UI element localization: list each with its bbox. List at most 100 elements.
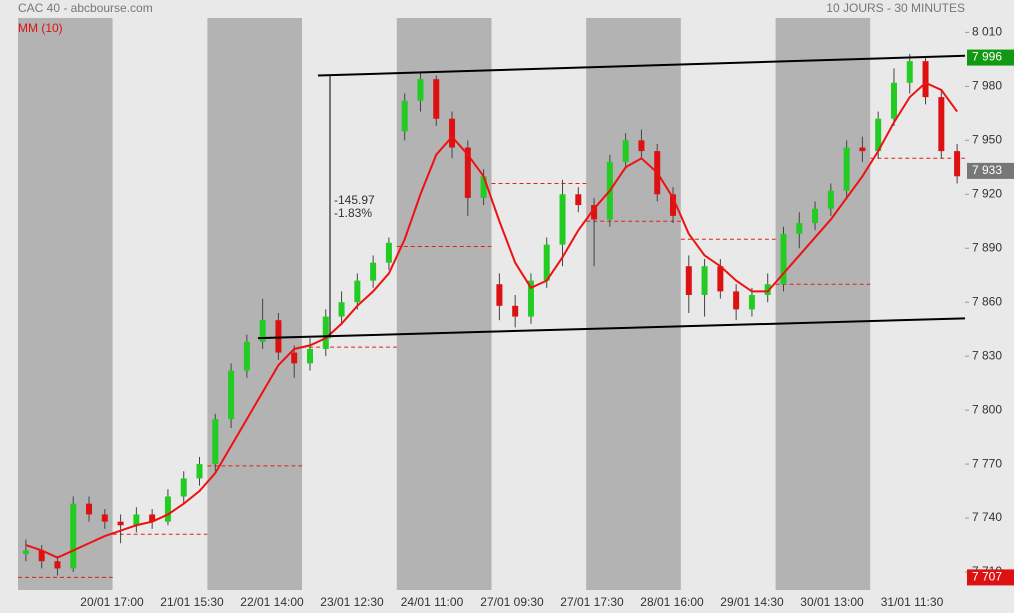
candle-body (370, 262, 377, 281)
x-tick-label: 20/01 17:00 (80, 595, 144, 609)
price-label-box (967, 569, 1014, 586)
price-label: 7 996 (972, 50, 1002, 64)
candle-body (496, 284, 503, 306)
day-band (586, 18, 681, 590)
candle-body (622, 140, 629, 162)
measure-percent: -1.83% (334, 206, 372, 220)
candle-body (306, 348, 313, 364)
candle-body (559, 194, 566, 245)
y-tick-label: 7 950 (972, 132, 1002, 146)
price-label: 7 707 (972, 570, 1002, 584)
candle-body (875, 118, 882, 152)
day-bands (18, 18, 965, 590)
candle-body (685, 266, 692, 296)
x-tick-label: 21/01 15:30 (160, 595, 224, 609)
candle-body (22, 550, 29, 555)
x-tick-label: 22/01 14:00 (240, 595, 304, 609)
candle-body (575, 194, 582, 206)
y-tick-label: 7 830 (972, 348, 1002, 362)
y-tick-label: 7 920 (972, 186, 1002, 200)
day-band (680, 18, 776, 590)
candle-body (670, 194, 677, 216)
x-tick-label: 30/01 13:00 (800, 595, 864, 609)
price-label-box (967, 49, 1014, 66)
day-band (207, 18, 303, 590)
moving-average (25, 81, 958, 559)
candle-body (733, 291, 740, 310)
candle-body (212, 419, 219, 465)
candle-body (859, 147, 866, 152)
y-tick-label: 7 980 (972, 79, 1002, 93)
candle-body (812, 208, 819, 224)
chart-title: CAC 40 - abcbourse.com (18, 1, 153, 15)
indicator-label: MM (10) (18, 21, 63, 35)
candle-body (54, 561, 61, 569)
candle-body (543, 244, 550, 281)
x-tick-label: 28/01 16:00 (640, 595, 704, 609)
candle-body (512, 305, 519, 317)
candle-body (228, 370, 235, 420)
candle-body (843, 147, 850, 191)
candle-body (354, 280, 361, 303)
x-tick-label: 23/01 12:30 (320, 595, 384, 609)
day-band (775, 18, 871, 590)
candle-body (86, 503, 93, 515)
candle-body (480, 176, 487, 198)
y-tick-label: 7 740 (972, 510, 1002, 524)
candle-body (780, 233, 787, 285)
candle-body (133, 514, 140, 526)
candle-body (591, 205, 598, 220)
day-band (112, 18, 208, 590)
price-label-box (967, 162, 1014, 179)
candle-body (275, 320, 282, 353)
period-label: 10 JOURS - 30 MINUTES (826, 1, 965, 15)
candle-body (954, 151, 961, 177)
candle-body (417, 79, 424, 101)
candle-body (464, 147, 471, 198)
candle-body (322, 316, 329, 349)
candle-body (196, 464, 203, 479)
candle-body (748, 295, 755, 310)
day-band (302, 18, 397, 590)
x-tick-label: 27/01 09:30 (480, 595, 544, 609)
candle-body (180, 478, 187, 497)
candle-body (764, 284, 771, 296)
candle-body (796, 223, 803, 234)
y-tick-label: 7 890 (972, 240, 1002, 254)
day-band (396, 18, 492, 590)
candle-body (638, 140, 645, 152)
candle-body (433, 79, 440, 119)
day-band (18, 18, 113, 590)
y-tick-label: 7 770 (972, 456, 1002, 470)
candle-body (149, 514, 156, 522)
x-tick-label: 29/01 14:30 (720, 595, 784, 609)
x-tick-label: 27/01 17:30 (560, 595, 624, 609)
candle-body (70, 503, 77, 569)
candle-body (890, 82, 897, 119)
day-band (491, 18, 587, 590)
day-band (870, 18, 965, 590)
candle-body (38, 550, 45, 562)
candle-body (449, 118, 456, 148)
candle-body (243, 341, 250, 371)
candle-body (401, 100, 408, 132)
candle-body (527, 280, 534, 317)
candle-body (906, 61, 913, 83)
x-tick-label: 31/01 11:30 (881, 595, 944, 609)
candle-body (827, 190, 834, 209)
candle-body (938, 97, 945, 152)
y-tick-label: 7 800 (972, 402, 1002, 416)
candle-body (291, 352, 298, 364)
price-label: 7 933 (972, 163, 1002, 177)
candle-body (117, 521, 124, 526)
x-tick-label: 24/01 11:00 (401, 595, 464, 609)
trendline (257, 317, 966, 340)
candle-body (164, 496, 171, 522)
y-tick-label: 7 860 (972, 294, 1002, 308)
candle-body (717, 266, 724, 292)
y-tick-label: 8 010 (972, 25, 1002, 39)
candle-body (922, 61, 929, 98)
measure-change: -145.97 (334, 193, 375, 207)
candle-body (259, 320, 266, 342)
